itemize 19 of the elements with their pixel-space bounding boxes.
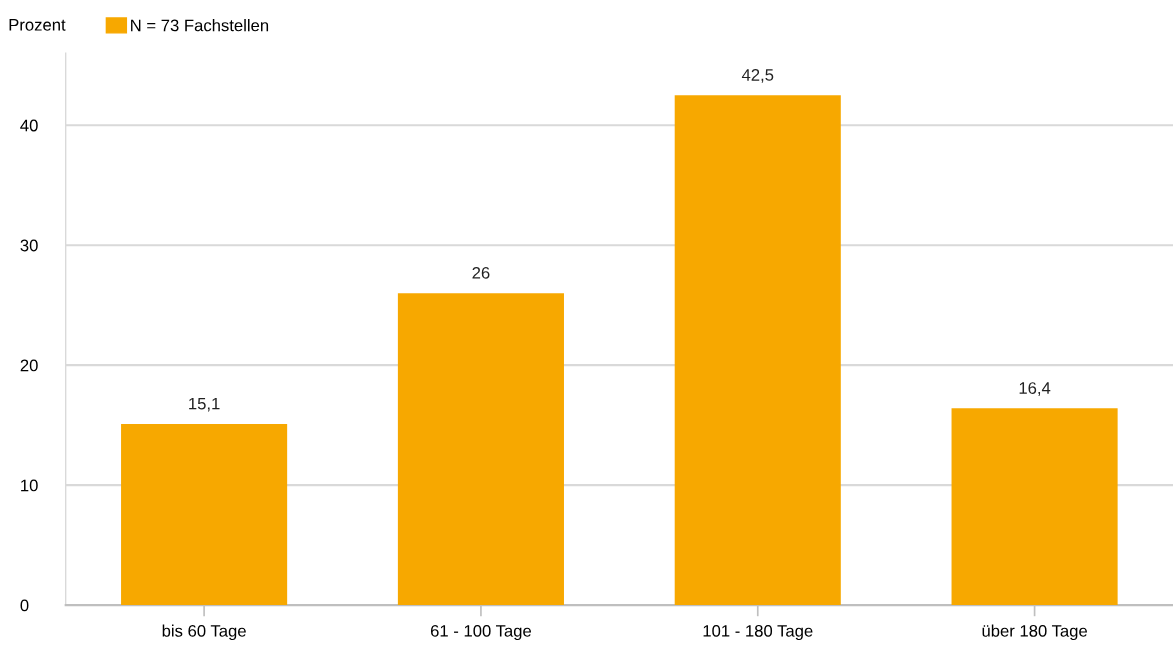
data-label: 15,1: [189, 397, 220, 412]
data-label: 16,4: [1019, 382, 1051, 396]
y-tick-label: 10: [21, 479, 38, 492]
x-tick-label: 101 - 180 Tage: [703, 624, 813, 641]
y-tick-label: 20: [20, 359, 38, 372]
bar: [397, 293, 564, 606]
y-tick-label: 0: [20, 599, 29, 612]
y-tick-label: 30: [20, 239, 38, 252]
legend-label: N = 73 Fachstellen: [131, 19, 269, 32]
y-tick-label: 40: [20, 119, 38, 132]
data-label: 26: [472, 266, 490, 279]
bar: [951, 408, 1118, 606]
bar: [121, 423, 288, 606]
y-axis-title: Prozent: [9, 19, 66, 31]
x-tick-label: über 180 Tage: [982, 624, 1087, 641]
bar: [674, 95, 841, 606]
x-tick-label: bis 60 Tage: [162, 624, 246, 641]
data-label: 42,5: [741, 69, 774, 83]
x-tick-label: 61 - 100 Tage: [430, 624, 532, 641]
